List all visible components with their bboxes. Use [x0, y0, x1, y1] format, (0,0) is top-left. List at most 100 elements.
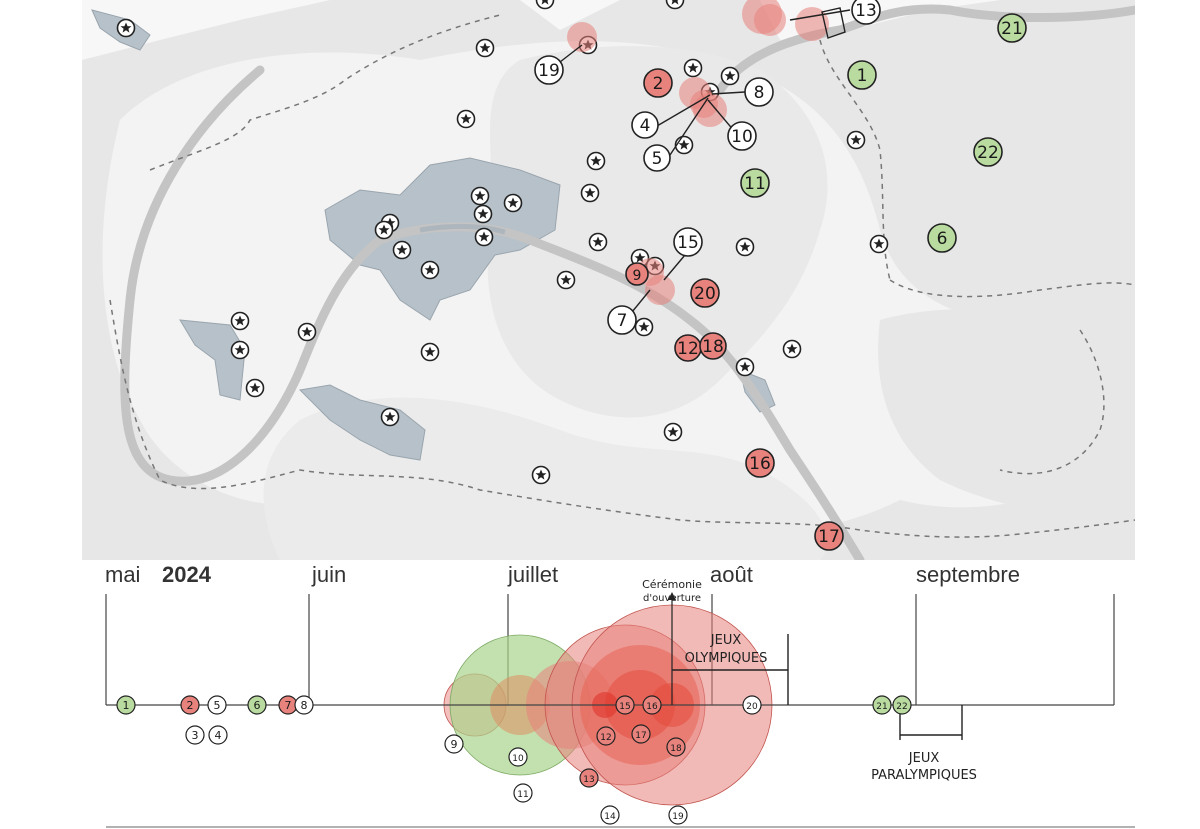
venue-star [475, 38, 495, 58]
timeline-point-label: 13 [583, 775, 594, 785]
map-marker-12: 12 [674, 334, 702, 362]
map-marker-4: 4 [631, 111, 659, 139]
leader-line [789, 9, 851, 21]
timeline-point-circle [207, 695, 227, 715]
map-marker-17: 17 [814, 521, 844, 551]
map-marker-22: 22 [973, 137, 1003, 167]
timeline-point-circle [631, 724, 651, 744]
ceremony-arrow-icon [668, 592, 676, 600]
leader-line [631, 289, 651, 313]
halo [567, 22, 597, 52]
map-marker-circle [643, 144, 671, 172]
map-marker-label: 5 [652, 149, 663, 169]
venue-star [735, 237, 755, 257]
paralympics-label-line1: JEUX [908, 751, 940, 766]
venue-star [503, 193, 523, 213]
map-marker-label: 6 [937, 229, 948, 249]
park-boulogne [324, 157, 561, 321]
map-marker-circle [814, 521, 844, 551]
leader-line [711, 91, 746, 95]
map-marker-circle [973, 137, 1003, 167]
venue-star [683, 58, 703, 78]
timeline-point-label: 17 [635, 731, 646, 741]
year-label: 2024 [162, 562, 212, 587]
map-marker-label: 17 [818, 527, 840, 547]
timeline-point-label: 11 [517, 790, 528, 800]
timeline-point-circle [872, 695, 892, 715]
map-marker-13: 13 [851, 0, 881, 25]
timeline-point-circle [208, 725, 228, 745]
map-marker-circle [851, 0, 881, 25]
land-east [878, 309, 1135, 520]
map-marker-label: 9 [633, 268, 642, 284]
halo [645, 275, 675, 305]
venue-star [720, 66, 740, 86]
map-marker-circle [673, 227, 703, 257]
month-label-septembre: septembre [916, 562, 1020, 587]
olympics-label-line1: JEUX [710, 633, 742, 648]
venue-star [556, 270, 576, 290]
timeline-point-15: 15 [615, 695, 635, 715]
timeline-point-label: 8 [301, 699, 308, 712]
map-marker-label: 13 [855, 1, 877, 21]
month-label-juillet: juillet [507, 562, 558, 587]
map-marker-label: 10 [731, 127, 753, 147]
map-marker-label: 4 [640, 116, 651, 136]
leader-box [821, 7, 846, 39]
venue-star [420, 342, 440, 362]
map-marker-circle [745, 448, 775, 478]
timeline-point-9: 9 [444, 734, 464, 754]
map-marker-circle [997, 13, 1027, 43]
timeline-point-circle [247, 695, 267, 715]
timeline-point-19: 19 [668, 805, 688, 825]
timeline-point-circle [642, 695, 662, 715]
timeline-point-circle [668, 805, 688, 825]
venue-star [297, 322, 317, 342]
venue-star [230, 311, 250, 331]
timeline-point-10: 10 [508, 747, 528, 767]
venue-star [470, 186, 490, 206]
olympics-label-line2: OLYMPIQUES [685, 651, 768, 666]
map-marker-label: 22 [977, 143, 999, 163]
timeline-point-circle [615, 695, 635, 715]
timeline-point-circle [892, 695, 912, 715]
timeline-point-label: 5 [214, 699, 221, 712]
timeline-point-label: 12 [600, 733, 611, 743]
timeline-point-circle [185, 725, 205, 745]
timeline-point-circle [666, 737, 686, 757]
river-island-link [419, 224, 506, 235]
timeline-point-label: 1 [123, 699, 130, 712]
event-halos [567, 0, 829, 305]
map-marker-circle [740, 168, 770, 198]
right-margin [1135, 0, 1200, 829]
venue-star [735, 357, 755, 377]
venue-star [869, 234, 889, 254]
leader-lines [559, 7, 851, 313]
map-marker-circle [727, 121, 757, 151]
leader-line [707, 99, 736, 133]
map-marker-11: 11 [740, 168, 770, 198]
timeline-point-20: 20 [742, 695, 762, 715]
map-marker-circle [699, 332, 727, 360]
venue-star [380, 407, 400, 427]
timeline: mai 2024 juin juillet août septembre [82, 560, 1135, 829]
timeline-point-14: 14 [600, 805, 620, 825]
leader-line [663, 254, 686, 281]
olympics-bracket [672, 634, 789, 705]
timeline-point-3: 3 [185, 725, 205, 745]
paralympics-label-line2: PARALYMPIQUES [871, 768, 977, 783]
timeline-point-22: 22 [892, 695, 912, 715]
map-marker-20: 20 [690, 278, 720, 308]
venue-star [392, 240, 412, 260]
venue-star [782, 339, 802, 359]
timeline-point-circle [180, 695, 200, 715]
timeline-point-label: 7 [285, 699, 292, 712]
map-marker-circle [534, 55, 564, 85]
map-marker-6: 6 [927, 223, 957, 253]
timeline-point-label: 3 [192, 729, 199, 742]
park-west-strip [179, 319, 246, 401]
map-marker-label: 21 [1001, 19, 1023, 39]
map-marker-label: 15 [677, 233, 699, 253]
map-marker-5: 5 [643, 144, 671, 172]
